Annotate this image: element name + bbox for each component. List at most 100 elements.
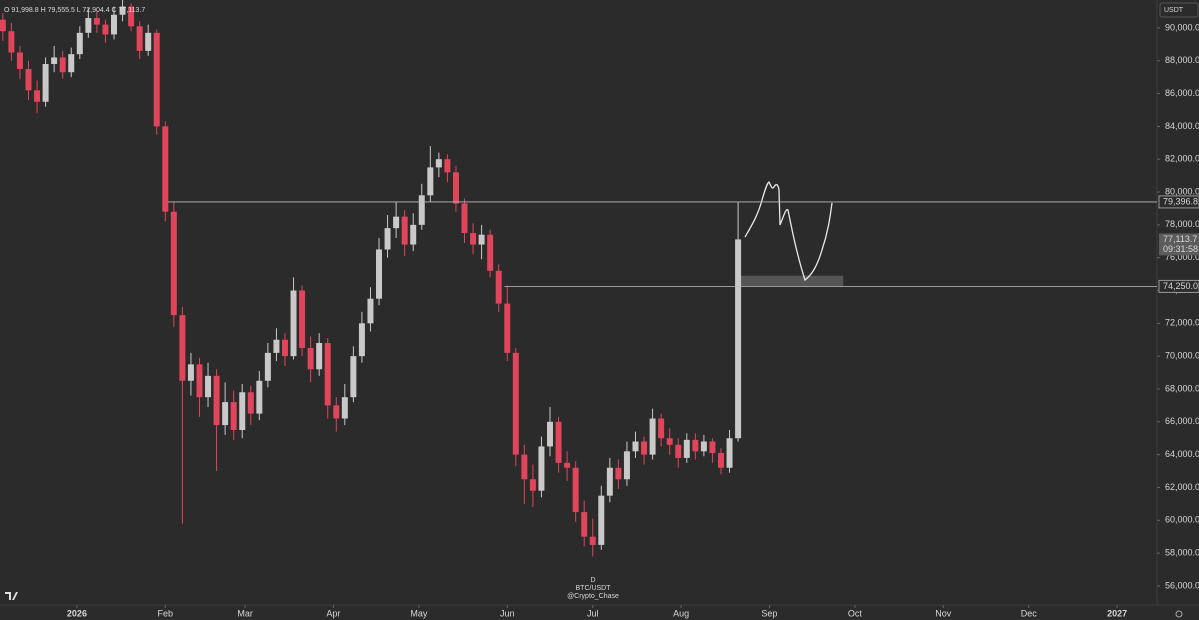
candle-body bbox=[110, 14, 117, 35]
candle-body bbox=[273, 339, 280, 353]
y-tick-label: 78,000.0 bbox=[1165, 219, 1199, 229]
candle-body bbox=[76, 32, 83, 55]
candle-body bbox=[213, 375, 220, 426]
candle-body bbox=[658, 418, 665, 439]
candle-body bbox=[555, 421, 562, 463]
candle-body bbox=[42, 64, 49, 102]
candle-body bbox=[16, 52, 23, 69]
currency-label[interactable]: USDT bbox=[1164, 7, 1184, 14]
candle-body bbox=[410, 224, 417, 245]
candle-body bbox=[333, 405, 340, 419]
watermark-interval: D bbox=[590, 577, 595, 584]
x-tick-label: Aug bbox=[673, 608, 689, 618]
candle-body bbox=[162, 126, 169, 212]
x-tick-label: May bbox=[410, 608, 428, 618]
candle-body bbox=[444, 159, 451, 173]
candle-body bbox=[581, 512, 588, 537]
candle-body bbox=[470, 233, 477, 245]
candle-body bbox=[615, 467, 622, 480]
candle-body bbox=[51, 57, 58, 65]
candle-body bbox=[435, 159, 442, 168]
candle-body bbox=[529, 479, 536, 491]
x-tick-label: Sep bbox=[761, 608, 777, 618]
candle-body bbox=[307, 347, 314, 370]
candle-body bbox=[589, 536, 596, 545]
candle-body bbox=[401, 216, 408, 245]
zone bbox=[740, 275, 844, 287]
x-tick-label: 2027 bbox=[1107, 608, 1127, 618]
y-tick-label: 62,000.0 bbox=[1165, 482, 1199, 492]
candle-body bbox=[495, 270, 502, 304]
y-tick-label: 72,000.0 bbox=[1165, 318, 1199, 328]
candle-body bbox=[649, 418, 656, 455]
candle-body bbox=[136, 26, 143, 51]
candle-body bbox=[230, 402, 237, 431]
candle-body bbox=[598, 495, 605, 545]
candle-body bbox=[700, 441, 707, 452]
candle-body bbox=[675, 444, 682, 458]
candle-body bbox=[290, 290, 297, 357]
candle-body bbox=[68, 54, 75, 73]
candle-body bbox=[521, 454, 528, 480]
candle-body bbox=[666, 438, 673, 445]
candle-body bbox=[358, 323, 365, 357]
candle-body bbox=[341, 397, 348, 419]
candle-body bbox=[179, 315, 186, 381]
candle-body bbox=[384, 228, 391, 250]
candle-body bbox=[187, 364, 194, 381]
candle-body bbox=[547, 421, 553, 447]
x-tick-label: 2026 bbox=[67, 608, 87, 618]
candle-body bbox=[418, 195, 425, 225]
y-tick-label: 88,000.0 bbox=[1165, 55, 1199, 65]
candle-body bbox=[196, 364, 203, 398]
last-price-tag bbox=[1159, 233, 1199, 256]
candle-body bbox=[632, 441, 639, 452]
candle-body bbox=[726, 438, 733, 468]
ohlc-legend: O 91,998.8 H 79,555.5 L 72,904.4 C 77,11… bbox=[4, 7, 145, 14]
candle-body bbox=[0, 19, 6, 32]
candle-body bbox=[256, 380, 263, 414]
candle-body bbox=[683, 439, 690, 458]
candle-body bbox=[709, 441, 716, 453]
currency-button[interactable] bbox=[1159, 2, 1199, 18]
level-tag-label: 74,250.0 bbox=[1163, 281, 1198, 291]
x-tick-label: Jun bbox=[500, 608, 515, 618]
candle-body bbox=[145, 32, 152, 51]
candle-body bbox=[641, 441, 648, 455]
candle-body bbox=[119, 6, 126, 15]
settings-icon[interactable] bbox=[1175, 610, 1183, 618]
candle-body bbox=[504, 303, 511, 353]
candle-body bbox=[170, 211, 177, 316]
candle-body bbox=[564, 462, 571, 468]
candle-body bbox=[25, 68, 32, 91]
candle-body bbox=[376, 249, 383, 299]
y-tick-label: 56,000.0 bbox=[1165, 580, 1199, 590]
candle-body bbox=[85, 18, 92, 33]
y-tick-label: 90,000.0 bbox=[1165, 22, 1199, 32]
y-tick-label: 86,000.0 bbox=[1165, 88, 1199, 98]
plot-area bbox=[0, 0, 844, 557]
y-tick-label: 60,000.0 bbox=[1165, 515, 1199, 525]
candle-body bbox=[512, 352, 519, 455]
candle-body bbox=[692, 439, 699, 452]
candle-body bbox=[59, 57, 66, 73]
candle-body bbox=[393, 216, 400, 229]
watermark-symbol: BTC/USDT bbox=[576, 585, 612, 592]
watermark-author: @Crypto_Chase bbox=[567, 593, 619, 600]
candle-body bbox=[34, 90, 41, 102]
candle-body bbox=[222, 402, 229, 426]
candle-body bbox=[606, 467, 613, 496]
candle-body bbox=[102, 24, 109, 35]
candle-body bbox=[427, 167, 434, 196]
y-tick-label: 76,000.0 bbox=[1165, 252, 1199, 262]
sketch-projection bbox=[744, 181, 833, 282]
candle-body bbox=[350, 356, 357, 398]
candle-body bbox=[572, 467, 579, 513]
candle-body bbox=[478, 234, 485, 245]
y-tick-label: 84,000.0 bbox=[1165, 121, 1199, 131]
candle-body bbox=[324, 343, 331, 406]
candle-body bbox=[367, 298, 374, 324]
y-tick-label: 66,000.0 bbox=[1165, 416, 1199, 426]
candle-body bbox=[735, 239, 742, 439]
